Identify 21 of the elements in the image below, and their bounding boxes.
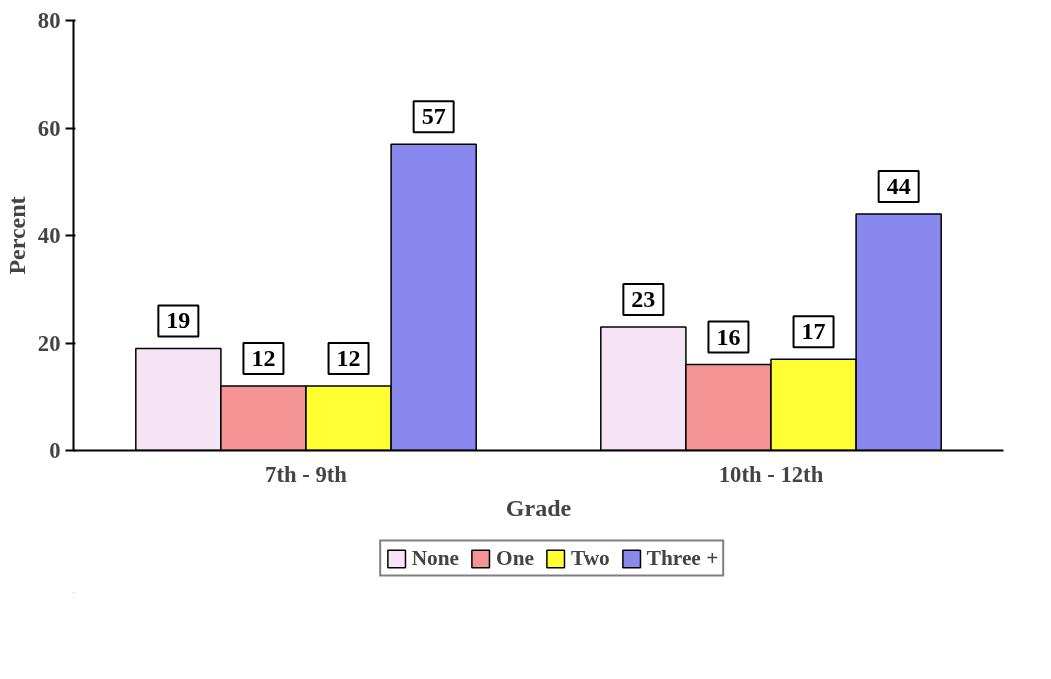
data-label: 23 xyxy=(631,285,656,312)
data-label: 16 xyxy=(716,323,741,350)
legend-label: Three + xyxy=(646,545,719,571)
x-axis-title: Grade xyxy=(505,494,572,521)
y-tick-label: 40 xyxy=(37,223,61,248)
data-label: 12 xyxy=(336,345,361,371)
x-tick-label: 10th - 12th xyxy=(718,461,824,487)
y-axis-title: Percent xyxy=(3,196,30,275)
y-tick-label: 80 xyxy=(37,8,61,33)
y-tick-label: 0 xyxy=(49,438,61,463)
data-label: 19 xyxy=(166,307,191,334)
data-label: 17 xyxy=(801,318,826,345)
y-tick-label: 20 xyxy=(37,330,61,356)
legend-label: None xyxy=(411,545,460,571)
legend-label: One xyxy=(496,545,535,571)
y-tick-label: 60 xyxy=(37,115,61,141)
x-tick-label: 7th - 9th xyxy=(265,461,348,487)
data-label: 12 xyxy=(251,345,276,371)
legend-label: Two xyxy=(571,545,610,571)
data-label: 44 xyxy=(886,173,911,199)
data-label: 57 xyxy=(421,103,446,130)
